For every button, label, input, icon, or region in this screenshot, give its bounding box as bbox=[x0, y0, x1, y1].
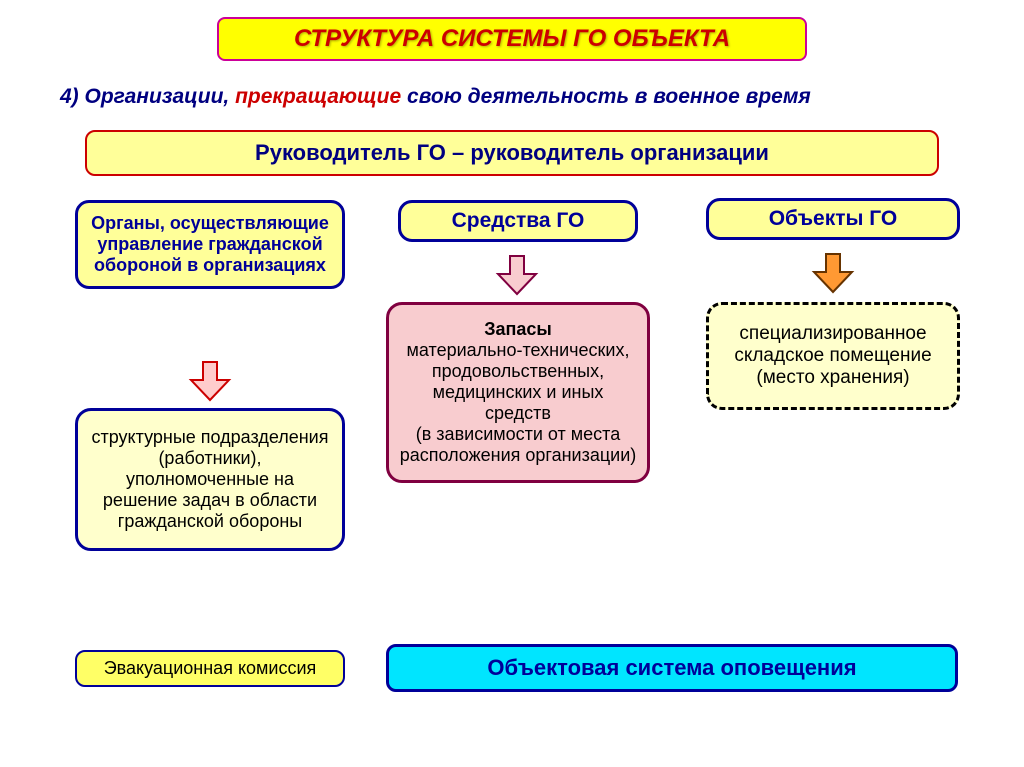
main-title: СТРУКТУРА СИСТЕМЫ ГО ОБЪЕКТА bbox=[239, 25, 785, 53]
subtitle-post: свою деятельность в военное время bbox=[401, 85, 811, 108]
leader-text: Руководитель ГО – руководитель организац… bbox=[255, 140, 769, 165]
evac-text: Эвакуационная комиссия bbox=[104, 658, 317, 678]
subtitle: 4) Организации, прекращающие свою деятел… bbox=[60, 85, 811, 109]
col1-header-text: Органы, осуществляющие управление гражда… bbox=[91, 213, 329, 275]
arrow-down-icon bbox=[810, 250, 856, 296]
col3-header-text: Объекты ГО bbox=[769, 207, 898, 230]
bottom-box: Объектовая система оповещения bbox=[386, 644, 958, 692]
col1-header: Органы, осуществляющие управление гражда… bbox=[75, 200, 345, 289]
evac-box: Эвакуационная комиссия bbox=[75, 650, 345, 687]
subtitle-pre: 4) Организации, bbox=[60, 85, 235, 108]
arrow-down-icon bbox=[187, 358, 233, 404]
col3-body: специализированное складское помещение (… bbox=[706, 302, 960, 410]
col2-header: Средства ГО bbox=[398, 200, 638, 242]
col2-body: Запасы материально-технических, продовол… bbox=[386, 302, 650, 483]
main-title-box: СТРУКТУРА СИСТЕМЫ ГО ОБЪЕКТА bbox=[217, 17, 807, 61]
col2-header-text: Средства ГО bbox=[452, 209, 585, 232]
col2-body-rest: материально-технических, продовольственн… bbox=[399, 340, 637, 466]
col3-body-text: специализированное складское помещение (… bbox=[734, 323, 931, 388]
col1-body-text: структурные подразделения (работники), у… bbox=[92, 427, 329, 531]
col2-body-bold: Запасы bbox=[399, 319, 637, 340]
leader-box: Руководитель ГО – руководитель организац… bbox=[85, 130, 939, 176]
subtitle-highlight: прекращающие bbox=[235, 85, 401, 108]
bottom-text: Объектовая система оповещения bbox=[487, 655, 856, 680]
arrow-down-icon bbox=[494, 252, 540, 298]
col1-body: структурные подразделения (работники), у… bbox=[75, 408, 345, 551]
col3-header: Объекты ГО bbox=[706, 198, 960, 240]
